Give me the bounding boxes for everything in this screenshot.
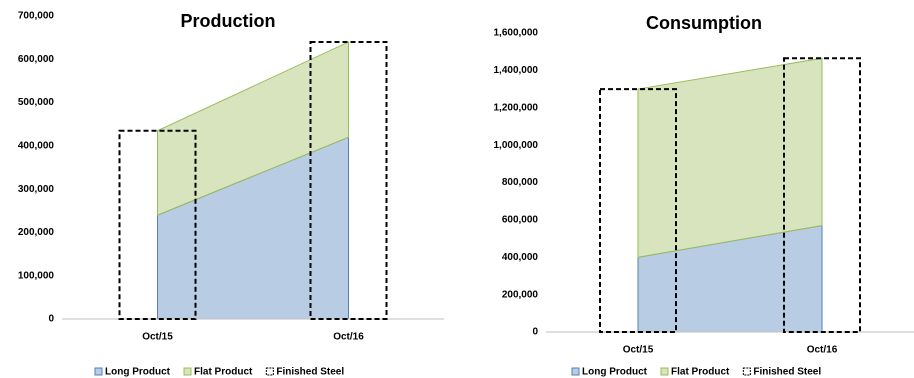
y-tick-label: 1,400,000 bbox=[494, 65, 539, 76]
y-tick-label: 0 bbox=[532, 327, 538, 338]
legend-marker bbox=[742, 367, 751, 376]
legend-label: Long Product bbox=[105, 367, 171, 378]
x-tick-label: Oct/15 bbox=[623, 345, 654, 356]
legend-marker bbox=[94, 367, 103, 376]
x-tick-label: Oct/16 bbox=[333, 332, 364, 343]
legend-label: Flat Product bbox=[194, 367, 253, 378]
legend-label: Finished Steel bbox=[753, 367, 821, 378]
y-tick-label: 300,000 bbox=[18, 184, 55, 195]
legend-marker bbox=[183, 367, 192, 376]
legend-marker bbox=[265, 367, 274, 376]
x-tick-label: Oct/15 bbox=[142, 332, 173, 343]
legend-label: Long Product bbox=[582, 367, 648, 378]
chart-title: Production bbox=[181, 11, 276, 31]
bar bbox=[599, 88, 677, 333]
y-tick-label: 400,000 bbox=[18, 140, 55, 151]
area bbox=[157, 41, 349, 216]
area bbox=[637, 57, 823, 258]
legend-label: Flat Product bbox=[671, 367, 730, 378]
legend-marker bbox=[660, 367, 669, 376]
legend-label: Finished Steel bbox=[276, 367, 344, 378]
y-tick-label: 600,000 bbox=[502, 215, 539, 226]
chart-title: Consumption bbox=[646, 13, 762, 33]
x-tick-label: Oct/16 bbox=[807, 345, 838, 356]
y-tick-label: 700,000 bbox=[18, 11, 55, 22]
y-tick-label: 400,000 bbox=[502, 252, 539, 263]
y-tick-label: 200,000 bbox=[18, 227, 55, 238]
y-tick-label: 1,000,000 bbox=[494, 140, 539, 151]
y-tick-label: 100,000 bbox=[18, 270, 55, 281]
y-tick-label: 1,200,000 bbox=[494, 102, 539, 113]
y-tick-label: 800,000 bbox=[502, 177, 539, 188]
y-tick-label: 200,000 bbox=[502, 289, 539, 300]
y-tick-label: 1,600,000 bbox=[494, 28, 539, 39]
y-tick-label: 600,000 bbox=[18, 54, 55, 65]
bar bbox=[118, 129, 197, 320]
y-tick-label: 500,000 bbox=[18, 97, 55, 108]
y-tick-label: 0 bbox=[48, 314, 54, 325]
legend-marker bbox=[571, 367, 580, 376]
bar bbox=[783, 57, 861, 334]
